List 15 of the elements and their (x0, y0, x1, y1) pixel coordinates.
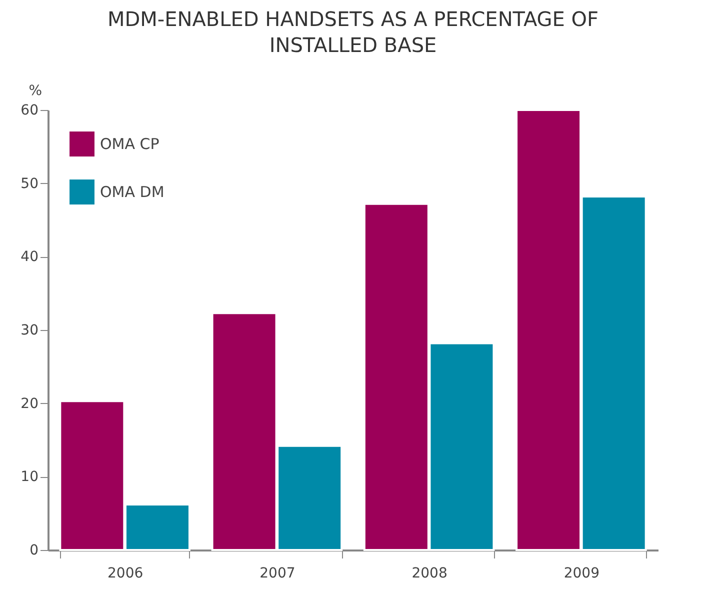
y-tick-label: 30 (20, 322, 38, 338)
y-tick-label: 50 (20, 176, 38, 192)
legend-label: OMA CP (100, 135, 160, 153)
x-tick-label: 2008 (412, 566, 448, 582)
chart-title: MDM-ENABLED HANDSETS AS A PERCENTAGE OF INSTALLED BASE (107, 7, 599, 57)
y-axis-title: % (28, 83, 42, 99)
legend-label: OMA DM (100, 183, 164, 201)
y-tick-label: 10 (20, 469, 38, 486)
y-tick-label: 40 (20, 249, 38, 266)
x-tick-label: 2006 (108, 566, 144, 582)
y-tick-label: 60 (20, 102, 38, 118)
x-tick-label: 2007 (260, 566, 296, 582)
y-tick-label: 0 (30, 542, 38, 558)
y-tick-label: 20 (20, 396, 38, 412)
x-tick-label: 2009 (564, 566, 600, 582)
